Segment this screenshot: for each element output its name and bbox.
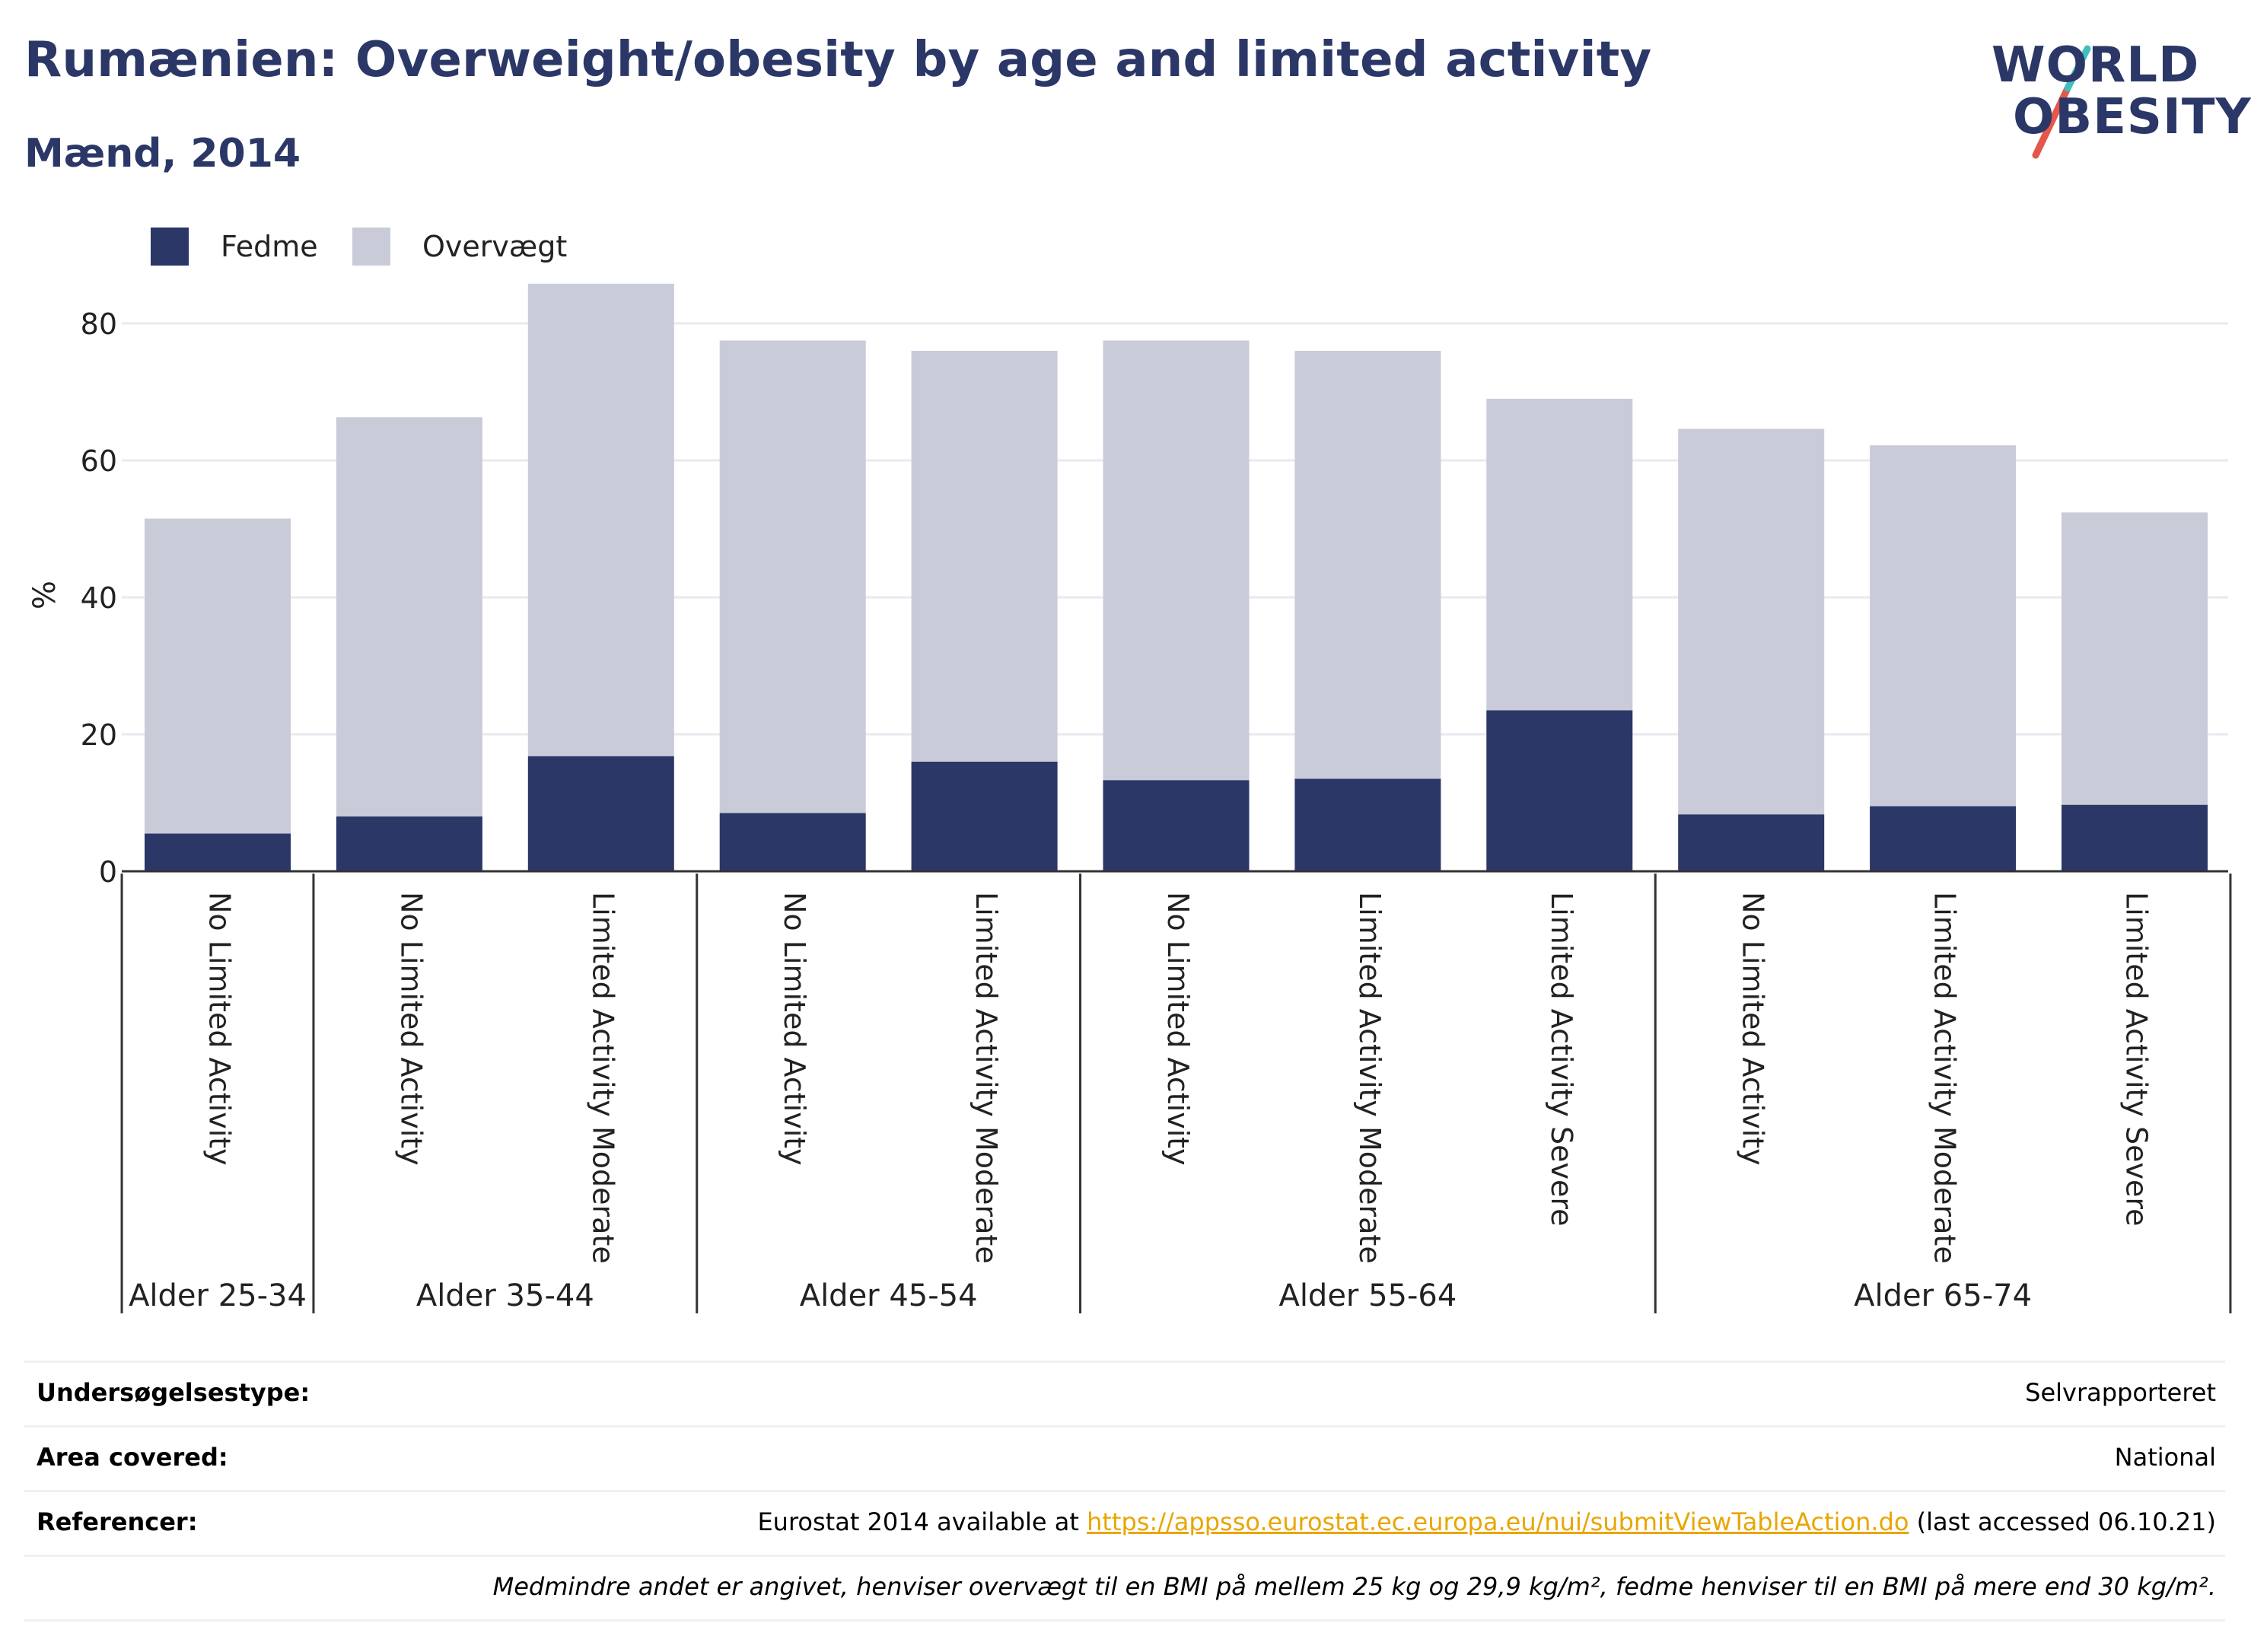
meta-row-note: Medmindre andet er angivet, henviser ove…	[24, 1555, 2225, 1622]
metadata-table: Undersøgelsestype: Selvrapporteret Area …	[24, 1361, 2225, 1622]
group-label: Alder 55-64	[1278, 1278, 1457, 1313]
bar-overvaegt	[145, 518, 291, 834]
references-suffix: (last accessed 06.10.21)	[1909, 1507, 2216, 1536]
legend-item-overvaegt[interactable]: Overvægt	[352, 225, 567, 268]
meta-row-references: Referencer: Eurostat 2014 available at h…	[24, 1490, 2225, 1555]
bar-fedme	[1103, 780, 1250, 871]
bar-overvaegt	[719, 340, 866, 813]
x-tick-label: Limited Activity Moderate	[969, 892, 1003, 1264]
bar-fedme	[1294, 778, 1441, 871]
chart-subtitle: Mænd, 2014	[24, 131, 301, 177]
legend-swatch-fedme	[151, 228, 189, 266]
references-link[interactable]: https://appsso.eurostat.ec.europa.eu/nui…	[1087, 1507, 1909, 1536]
y-tick-label: 20	[81, 718, 117, 752]
bar-overvaegt	[2062, 512, 2208, 805]
x-tick-label: Limited Activity Moderate	[586, 892, 619, 1264]
legend-label-fedme: Fedme	[221, 230, 318, 263]
x-tick-label: No Limited Activity	[1161, 892, 1195, 1166]
bar-overvaegt	[911, 351, 1058, 762]
bar-overvaegt	[527, 283, 674, 756]
references-prefix: Eurostat 2014 available at	[757, 1507, 1087, 1536]
x-tick-label: No Limited Activity	[1737, 892, 1770, 1166]
y-axis-label: %	[27, 581, 62, 610]
bar-overvaegt	[1103, 340, 1250, 781]
y-tick-label: 80	[81, 307, 117, 341]
bar-fedme	[719, 813, 866, 871]
survey-type-label: Undersøgelsestype:	[37, 1378, 310, 1407]
references-value: Eurostat 2014 available at https://appss…	[757, 1507, 2216, 1536]
bar-fedme	[336, 816, 482, 871]
group-label: Alder 65-74	[1854, 1278, 2032, 1313]
bar-overvaegt	[1678, 428, 1825, 815]
world-obesity-logo[interactable]: WORLD OBESITY	[1982, 27, 2251, 161]
x-tick-label: No Limited Activity	[394, 892, 428, 1166]
bar-fedme	[2062, 804, 2208, 871]
logo-slash-icon	[2032, 45, 2091, 159]
legend-item-fedme[interactable]: Fedme	[151, 225, 318, 268]
y-tick-label: 0	[99, 855, 117, 889]
x-tick-label: No Limited Activity	[203, 892, 237, 1166]
legend-label-overvaegt: Overvægt	[422, 230, 568, 263]
bar-overvaegt	[1486, 399, 1633, 711]
legend-swatch-overvaegt	[352, 228, 390, 266]
bar-overvaegt	[1870, 445, 2017, 807]
definition-note: Medmindre andet er angivet, henviser ove…	[492, 1572, 2216, 1601]
bar-overvaegt	[1294, 351, 1441, 779]
y-tick-label: 60	[81, 444, 117, 478]
logo-word-obesity: OBESITY	[2013, 89, 2251, 145]
group-label: Alder 35-44	[416, 1278, 594, 1313]
bar-fedme	[1870, 806, 2017, 871]
x-tick-label: No Limited Activity	[778, 892, 811, 1166]
references-label: Referencer:	[37, 1507, 198, 1536]
bar-fedme	[1678, 814, 1825, 871]
bar-fedme	[911, 762, 1058, 871]
x-tick-label: Limited Activity Moderate	[1928, 892, 1962, 1264]
group-label: Alder 45-54	[800, 1278, 978, 1313]
area-value: National	[2114, 1443, 2216, 1472]
group-label: Alder 25-34	[129, 1278, 307, 1313]
bar-fedme	[527, 756, 674, 871]
meta-row-area: Area covered: National	[24, 1425, 2225, 1490]
bar-fedme	[145, 833, 291, 871]
stacked-bar-chart: 0 20 40 60 80% No Limited Activity No Limited …	[27, 283, 2232, 1313]
survey-type-value: Selvrapporteret	[2025, 1378, 2216, 1407]
area-label: Area covered:	[37, 1443, 228, 1472]
y-tick-label: 40	[81, 581, 117, 615]
x-tick-label: Limited Activity Moderate	[1353, 892, 1387, 1264]
logo-word-world: WORLD	[1992, 37, 2200, 94]
bar-fedme	[1486, 710, 1633, 871]
chart-title: Rumænien: Overweight/obesity by age and …	[24, 32, 1652, 88]
meta-row-survey-type: Undersøgelsestype: Selvrapporteret	[24, 1361, 2225, 1425]
x-tick-label: Limited Activity Severe	[2120, 892, 2154, 1227]
x-tick-label: Limited Activity Severe	[1545, 892, 1578, 1227]
bar-overvaegt	[336, 417, 482, 816]
